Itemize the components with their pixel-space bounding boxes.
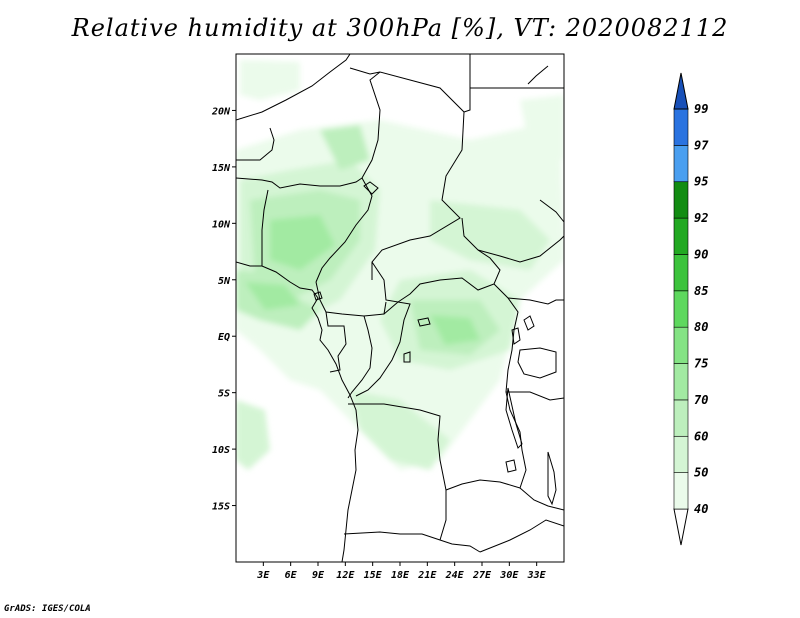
libya-sudan-border [463, 54, 471, 113]
colorbar-level-label: 97 [694, 138, 709, 152]
lat-tick-label: 15N [212, 163, 231, 174]
colorbar-level-label: 95 [694, 175, 708, 189]
lat-tick-label: 10S [212, 445, 230, 456]
congo-river-border [355, 301, 411, 397]
humidity-area-75-coast [245, 282, 300, 310]
mozambique-border [519, 487, 564, 511]
chad-lake-shore [363, 181, 379, 195]
zambia-angola-border [439, 490, 447, 541]
colorbar-segment [673, 326, 689, 364]
latitude-axis: 20N 15N 10N 5N EQ 5S 10S 15S [211, 106, 236, 513]
lat-tick-label: 5N [218, 276, 231, 287]
zimbabwe-border [479, 519, 564, 553]
lon-tick-label: 15E [364, 570, 383, 581]
colorbar-level-label: 80 [694, 320, 708, 334]
colorbar-level-label: 60 [694, 429, 708, 443]
uganda-border [507, 297, 564, 305]
colorbar-level-label: 85 [694, 284, 708, 298]
lake-malawi [547, 451, 557, 506]
grads-credit: GrADS: IGES/COLA [4, 604, 91, 614]
lon-tick-label: 18E [391, 570, 410, 581]
colorbar-segment [673, 145, 689, 183]
drc-south-border [348, 403, 447, 491]
congo-drc-border [347, 315, 373, 399]
lake-mai-ndombe [417, 317, 431, 327]
lake-mweru [505, 459, 517, 473]
colorbar-segment [673, 290, 689, 328]
lon-tick-label: 30E [499, 570, 519, 581]
humidity-area-60-south [350, 390, 450, 470]
colorbar-segment [673, 399, 689, 437]
car-border [371, 217, 501, 303]
map-title: Relative humidity at 300hPa [%], VT: 202… [71, 14, 729, 42]
angola-south-border [343, 531, 481, 553]
lon-tick-label: 6E [285, 570, 298, 581]
lon-tick-label: 21E [417, 570, 437, 581]
lon-tick-label: 24E [445, 570, 465, 581]
lat-tick-label: 10N [212, 219, 231, 230]
bioko-island [313, 291, 323, 301]
lake-tumba [403, 351, 411, 363]
west-africa-coastline [236, 261, 359, 562]
humidity-area-70-north [320, 125, 370, 170]
nigeria-north-border [236, 177, 363, 189]
humidity-area-60-sw [236, 400, 270, 470]
colorbar-min-arrow [673, 508, 689, 546]
lon-tick-label: 33E [527, 570, 547, 581]
nigeria-east-border [315, 177, 373, 283]
humidity-area-75-congo [430, 315, 480, 345]
colorbar-level-label: 75 [694, 357, 708, 371]
nigeria-west-border [261, 189, 269, 266]
mali-niger-border [236, 127, 275, 161]
niger-libya-border [349, 67, 381, 75]
lat-tick-label: EQ [218, 332, 230, 343]
colorbar-level-label: 70 [694, 393, 708, 407]
lat-tick-label: 15S [212, 502, 230, 513]
colorbar-segment [673, 435, 689, 473]
chad-border [361, 71, 465, 280]
colorbar-segment [673, 108, 689, 146]
tanzania-border [506, 391, 564, 401]
lake-kivu [511, 327, 521, 345]
eritrea-coast [527, 65, 549, 85]
humidity-field [236, 60, 564, 470]
humidity-area-50-north [240, 60, 300, 100]
gabon-congo-border [325, 311, 347, 373]
colorbar-segment [673, 254, 689, 292]
lon-tick-label: 27E [472, 570, 492, 581]
lon-tick-label: 9E [312, 570, 325, 581]
colorbar-level-label: 99 [694, 102, 708, 116]
humidity-area-50-ne [520, 95, 564, 160]
colorbar-level-label: 90 [694, 247, 708, 261]
colorbar-level-label: 50 [694, 466, 708, 480]
niger-algeria-border [236, 54, 351, 121]
lake-tanganyika [505, 387, 523, 449]
colorbar-segment [673, 472, 689, 510]
lat-tick-label: 20N [211, 106, 231, 117]
colorbar-max-arrow [673, 72, 689, 110]
colorbar-segment [673, 217, 689, 255]
lon-tick-label: 3E [256, 570, 270, 581]
lon-tick-label: 12E [336, 570, 355, 581]
country-boundaries [236, 54, 564, 562]
colorbar-segment [673, 363, 689, 401]
lake-albert [523, 315, 535, 331]
colorbar-level-label: 92 [694, 211, 708, 225]
south-sudan-border [477, 235, 564, 263]
lake-victoria [517, 347, 557, 379]
longitude-axis: 3E 6E 9E 12E 15E 18E 21E 24E 27E 30E 33E [256, 562, 547, 581]
humidity-area-75 [270, 215, 335, 270]
colorbar-level-label: 40 [694, 502, 708, 516]
lat-tick-label: 5S [218, 389, 230, 400]
ethiopia-border [539, 199, 564, 223]
colorbar-segment [673, 181, 689, 219]
colorbar: 40 50 60 70 75 80 85 90 92 95 97 99 [673, 72, 709, 546]
